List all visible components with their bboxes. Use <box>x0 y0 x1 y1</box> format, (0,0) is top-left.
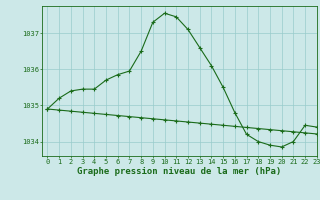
X-axis label: Graphe pression niveau de la mer (hPa): Graphe pression niveau de la mer (hPa) <box>77 167 281 176</box>
